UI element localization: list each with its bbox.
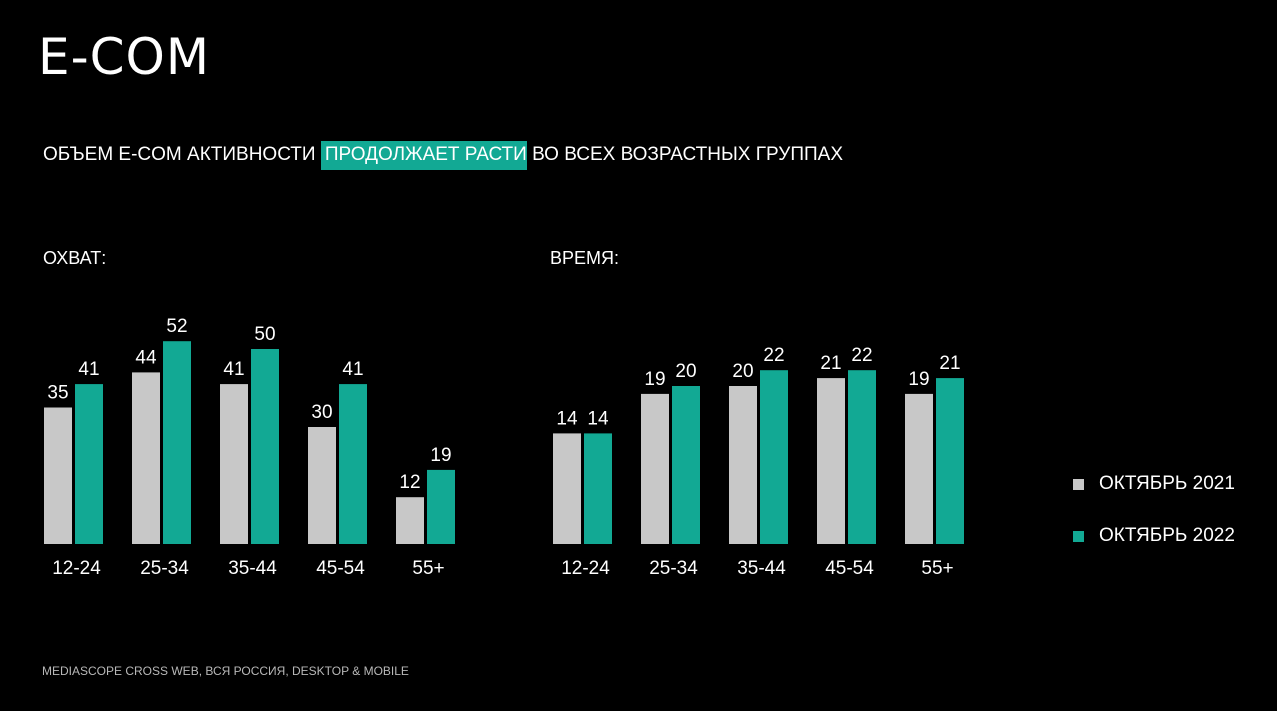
data-label-1-55+-1: 21 xyxy=(939,353,960,374)
category-label-0-55+: 55+ xyxy=(412,558,444,579)
data-label-1-55+-0: 19 xyxy=(908,369,929,390)
bar-0-25-34-0 xyxy=(132,372,160,544)
data-label-1-45-54-1: 22 xyxy=(851,345,872,366)
category-label-1-12-24: 12-24 xyxy=(561,558,610,579)
bar-1-45-54-0 xyxy=(817,378,845,544)
bar-0-55+-1 xyxy=(427,469,455,544)
time-chart-title: ВРЕМЯ: xyxy=(550,248,620,268)
data-label-1-25-34-0: 19 xyxy=(644,369,665,390)
data-label-0-45-54-0: 30 xyxy=(311,402,332,423)
data-label-0-35-44-0: 41 xyxy=(223,359,244,380)
page-title: E-COM xyxy=(38,28,211,86)
data-label-1-25-34-1: 20 xyxy=(675,361,696,382)
subtitle: ОБЪЕМ E-COM АКТИВНОСТИ ПРОДОЛЖАЕТ РАСТИ … xyxy=(43,141,844,170)
data-label-0-45-54-1: 41 xyxy=(342,359,363,380)
data-label-1-12-24-0: 14 xyxy=(556,408,578,429)
bar-1-55+-1 xyxy=(936,378,964,544)
bar-0-35-44-0 xyxy=(220,384,248,544)
data-label-0-25-34-1: 52 xyxy=(166,316,187,337)
data-label-0-12-24-1: 41 xyxy=(78,359,99,380)
data-label-0-25-34-0: 44 xyxy=(135,347,157,368)
category-label-0-45-54: 45-54 xyxy=(316,558,365,579)
data-label-0-35-44-1: 50 xyxy=(254,324,275,345)
bar-0-45-54-0 xyxy=(308,427,336,544)
category-label-1-35-44: 35-44 xyxy=(737,558,786,579)
bar-1-55+-0 xyxy=(905,393,933,544)
data-label-0-55+-1: 19 xyxy=(430,445,451,466)
reach-chart-title: ОХВАТ: xyxy=(43,248,107,268)
subtitle-end: ВО ВСЕХ ВОЗРАСТНЫХ ГРУППАХ xyxy=(526,144,844,165)
data-label-1-35-44-0: 20 xyxy=(732,361,753,382)
bar-1-12-24-1 xyxy=(584,433,612,544)
data-label-1-45-54-0: 21 xyxy=(820,353,841,374)
legend-label-2022: ОКТЯБРЬ 2022 xyxy=(1099,525,1235,546)
bar-0-12-24-0 xyxy=(44,407,72,544)
data-label-1-12-24-1: 14 xyxy=(587,408,609,429)
bar-0-12-24-1 xyxy=(75,384,103,544)
bar-1-35-44-1 xyxy=(760,370,788,544)
subtitle-start: ОБЪЕМ E-COM АКТИВНОСТИ xyxy=(43,144,321,165)
bar-1-25-34-1 xyxy=(672,386,700,544)
legend-swatch-2022 xyxy=(1073,530,1084,542)
data-label-1-35-44-1: 22 xyxy=(763,345,784,366)
category-label-1-45-54: 45-54 xyxy=(825,558,874,579)
legend-swatch-2021 xyxy=(1073,478,1084,490)
data-label-0-12-24-0: 35 xyxy=(47,383,68,404)
bar-0-35-44-1 xyxy=(251,349,279,544)
bar-0-25-34-1 xyxy=(163,341,191,544)
category-label-1-55+: 55+ xyxy=(921,558,953,579)
category-label-0-25-34: 25-34 xyxy=(140,558,189,579)
subtitle-highlight: ПРОДОЛЖАЕТ РАСТИ xyxy=(320,141,527,170)
legend-label-2021: ОКТЯБРЬ 2021 xyxy=(1099,473,1235,494)
bar-1-25-34-0 xyxy=(641,393,669,544)
bar-0-55+-0 xyxy=(396,497,424,544)
legend-item-2022: ОКТЯБРЬ 2022 xyxy=(1073,525,1235,547)
bar-1-45-54-1 xyxy=(848,370,876,544)
category-label-0-12-24: 12-24 xyxy=(52,558,101,579)
bar-1-12-24-0 xyxy=(553,433,581,544)
legend-item-2021: ОКТЯБРЬ 2021 xyxy=(1073,473,1235,495)
source-note: MEDIASCOPE CROSS WEB, ВСЯ РОССИЯ, DESKTO… xyxy=(42,664,409,678)
category-label-0-35-44: 35-44 xyxy=(228,558,277,579)
data-label-0-55+-0: 12 xyxy=(399,472,420,493)
bar-1-35-44-0 xyxy=(729,386,757,544)
category-label-1-25-34: 25-34 xyxy=(649,558,698,579)
bar-0-45-54-1 xyxy=(339,384,367,544)
